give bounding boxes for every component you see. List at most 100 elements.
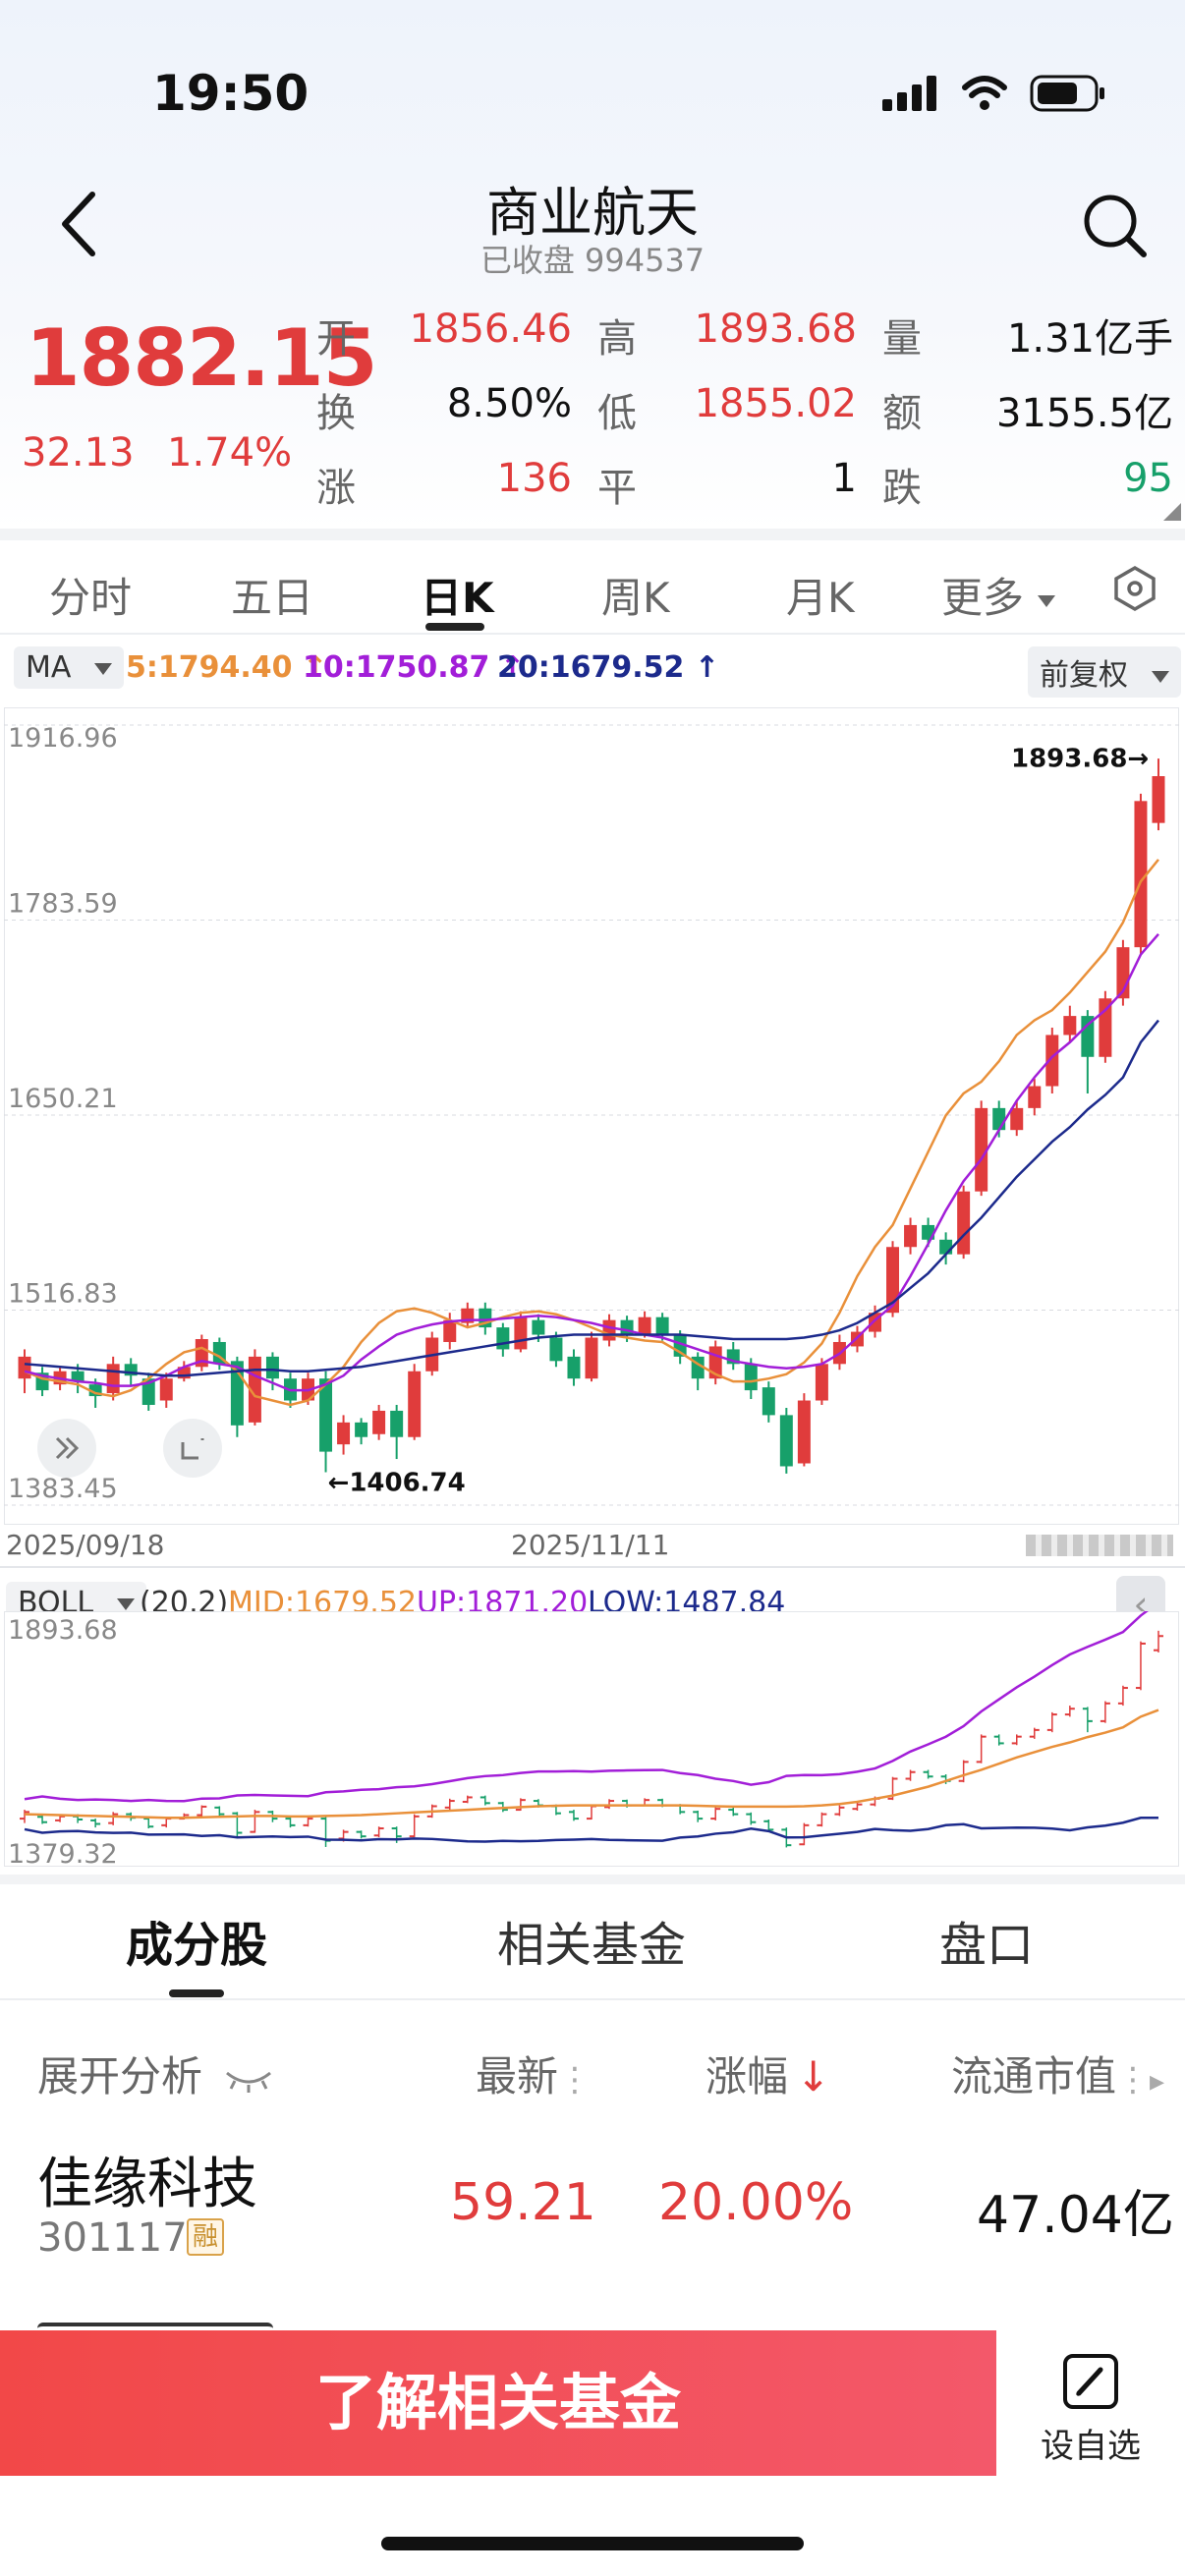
candle-body xyxy=(549,1337,563,1362)
price-change-pct: 1.74% xyxy=(167,430,293,476)
column-change-label: 涨幅 xyxy=(705,2052,789,2100)
candle-body xyxy=(939,1239,953,1255)
candle-body xyxy=(124,1364,138,1376)
tab-order-book[interactable]: 盘口 xyxy=(939,1918,1035,1973)
stat-value: 1855.02 xyxy=(694,381,857,426)
candle-body xyxy=(106,1364,120,1394)
add-watchlist-button[interactable]: 设自选 xyxy=(996,2330,1185,2476)
section-tab-underline xyxy=(169,1989,224,1997)
candle-body xyxy=(496,1327,510,1350)
tab-intraday[interactable]: 分时 xyxy=(49,574,133,622)
margin-badge: 融 xyxy=(187,2218,224,2256)
tab-daily-k[interactable]: 日K xyxy=(421,574,494,622)
stat-value: 1893.68 xyxy=(694,307,857,352)
stat-label: 量 xyxy=(882,316,922,362)
section-divider xyxy=(0,633,1185,635)
candle-body xyxy=(886,1247,900,1314)
column-latest[interactable]: 最新⋮ xyxy=(476,2044,592,2103)
boll-chart[interactable]: 1893.68 1379.32 xyxy=(4,1611,1179,1867)
y-tick-label: 1650.21 xyxy=(8,1084,118,1114)
candle-body xyxy=(408,1371,422,1437)
status-icons xyxy=(882,69,1106,118)
stat-value: 95 xyxy=(1123,456,1173,501)
stat-value: 1.31亿手 xyxy=(1006,316,1173,362)
candle-body xyxy=(1045,1035,1059,1087)
candle-body xyxy=(815,1364,828,1401)
ma-line-ma10 xyxy=(24,932,1159,1392)
stat-label: 跌 xyxy=(882,466,922,511)
chart-divider xyxy=(0,1566,1185,1568)
y-tick-label: 1516.83 xyxy=(8,1278,118,1309)
candle-body xyxy=(514,1316,528,1350)
expand-chart-button[interactable] xyxy=(37,1419,96,1478)
candle-body xyxy=(1028,1086,1042,1108)
candle-body xyxy=(141,1378,155,1405)
sort-dots-icon: ⋮ xyxy=(1116,2060,1151,2100)
expand-corner-icon[interactable] xyxy=(1163,503,1181,521)
tab-constituents[interactable]: 成分股 xyxy=(126,1918,268,1973)
adjust-selector[interactable]: 前复权 xyxy=(1028,646,1181,698)
tab-monthly-k[interactable]: 月K xyxy=(786,574,855,622)
candle-body xyxy=(532,1319,545,1335)
ma-line-ma5 xyxy=(24,859,1159,1407)
tab-more-label: 更多 xyxy=(941,574,1025,622)
next-row-partial xyxy=(37,2309,332,2330)
column-latest-label: 最新 xyxy=(476,2052,559,2100)
stat-label: 平 xyxy=(597,466,637,511)
candle-body xyxy=(1152,776,1165,823)
ma-selector[interactable]: MA xyxy=(14,646,124,689)
boll-frame xyxy=(4,1611,1179,1867)
fullscreen-button[interactable] xyxy=(163,1419,222,1478)
hexagon-settings-icon xyxy=(1114,565,1156,612)
candle-body xyxy=(762,1387,775,1416)
learn-related-funds-button[interactable]: 了解相关基金 xyxy=(0,2330,996,2476)
tab-related-funds[interactable]: 相关基金 xyxy=(497,1918,687,1973)
candle-body xyxy=(779,1415,793,1467)
tab-more[interactable]: 更多 xyxy=(941,565,1056,625)
candle-body xyxy=(975,1107,988,1192)
next-row-partial-stroke xyxy=(37,2323,273,2330)
stock-change: 20.00% xyxy=(658,2173,854,2232)
tab-weekly-k[interactable]: 周K xyxy=(601,574,670,622)
candle-body xyxy=(744,1364,758,1391)
expand-analysis-toggle[interactable]: 展开分析 xyxy=(37,2044,274,2103)
chart-settings-button[interactable] xyxy=(1110,564,1159,613)
candle-body xyxy=(159,1378,173,1401)
up-arrow-icon: ↑ xyxy=(694,650,719,685)
page-title: 商业航天 xyxy=(486,182,699,244)
candle-body xyxy=(71,1371,85,1382)
scroll-right-icon: ▸ xyxy=(1150,2064,1165,2099)
column-change[interactable]: 涨幅 ↓ xyxy=(705,2044,830,2103)
candle-body xyxy=(957,1191,971,1255)
ma20-value: 20:1679.52 ↑ xyxy=(497,650,719,685)
stat-value: 3155.5亿 xyxy=(996,391,1173,436)
stat-label: 换 xyxy=(316,391,356,436)
candlestick-chart[interactable]: 1916.96 1783.59 1650.21 1516.83 1383.45 1893.… xyxy=(4,707,1179,1525)
search-button[interactable] xyxy=(1081,192,1150,260)
stat-label: 涨 xyxy=(316,466,356,511)
candle-body xyxy=(372,1410,386,1434)
up-arrow-icon: ↑ xyxy=(499,650,525,685)
section-divider xyxy=(0,1998,1185,2000)
x-axis-label-mid: 2025/11/11 xyxy=(511,1529,670,1561)
price-change: 32.13 xyxy=(22,430,135,476)
tab-five-day[interactable]: 五日 xyxy=(231,574,314,622)
candle-body xyxy=(18,1356,31,1379)
back-arrow-icon xyxy=(62,192,95,256)
stat-value: 8.50% xyxy=(446,381,572,426)
column-mktcap[interactable]: 流通市值⋮▸ xyxy=(951,2044,1164,2103)
candle-body xyxy=(337,1422,351,1445)
candle-body xyxy=(1010,1107,1024,1131)
stat-value: 1856.46 xyxy=(409,307,572,352)
wifi-icon xyxy=(962,76,1007,110)
edit-pencil-icon xyxy=(1063,2354,1118,2409)
stat-label: 低 xyxy=(597,391,637,436)
home-indicator xyxy=(381,2537,804,2550)
back-button[interactable] xyxy=(51,185,110,263)
candle-body xyxy=(195,1339,208,1368)
boll-mid-line xyxy=(24,1708,1159,1820)
stock-code: 301117 xyxy=(37,2215,188,2261)
chevron-down-icon xyxy=(93,662,112,675)
min-price-label: ←1406.74 xyxy=(328,1468,466,1497)
ma5-value: 5:1794.40 ↑ xyxy=(126,650,327,685)
